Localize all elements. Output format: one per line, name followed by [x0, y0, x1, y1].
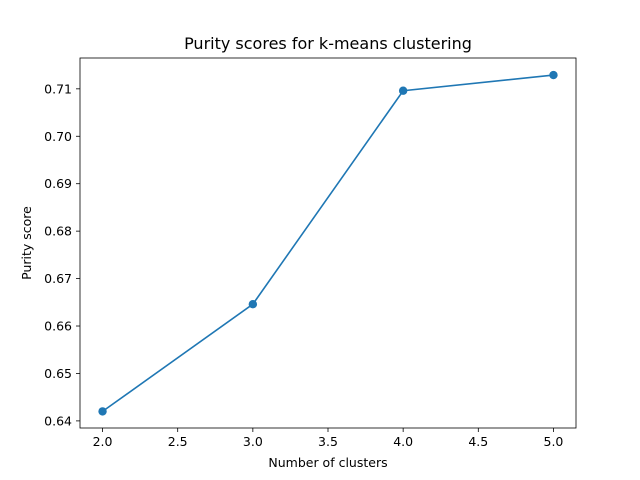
x-tick-label: 2.0 [93, 434, 113, 449]
y-tick-label: 0.69 [44, 176, 72, 191]
y-tick-label: 0.68 [44, 224, 72, 239]
y-tick-label: 0.64 [44, 413, 72, 428]
plot-area [79, 57, 577, 429]
y-tick-label: 0.67 [44, 271, 72, 286]
x-tick-label: 4.0 [393, 434, 413, 449]
x-axis-label: Number of clusters [268, 455, 387, 470]
data-point [549, 70, 558, 80]
y-tick-label: 0.65 [44, 366, 72, 381]
y-tick-label: 0.70 [44, 129, 72, 144]
x-tick-label: 3.5 [318, 434, 338, 449]
series-layer [98, 70, 558, 416]
x-tick-label: 3.0 [243, 434, 263, 449]
data-point [98, 407, 107, 416]
series-line [102, 74, 554, 413]
chart-title: Purity scores for k-means clustering [184, 34, 472, 53]
y-tick-label: 0.66 [44, 319, 72, 334]
x-tick-label: 5.0 [544, 434, 564, 449]
y-axis-label: Purity score [19, 206, 34, 280]
x-tick-label: 4.5 [468, 434, 488, 449]
y-tick-label: 0.71 [44, 81, 72, 96]
x-tick-label: 2.5 [168, 434, 188, 449]
x-axis-ticks: 2.0 2.5 3.0 3.5 4.0 4.5 5.0 [93, 428, 564, 449]
y-axis-ticks: 0.64 0.65 0.66 0.67 0.68 0.69 0.70 0.71 [44, 81, 80, 428]
data-point [248, 299, 258, 309]
data-point [398, 86, 408, 95]
